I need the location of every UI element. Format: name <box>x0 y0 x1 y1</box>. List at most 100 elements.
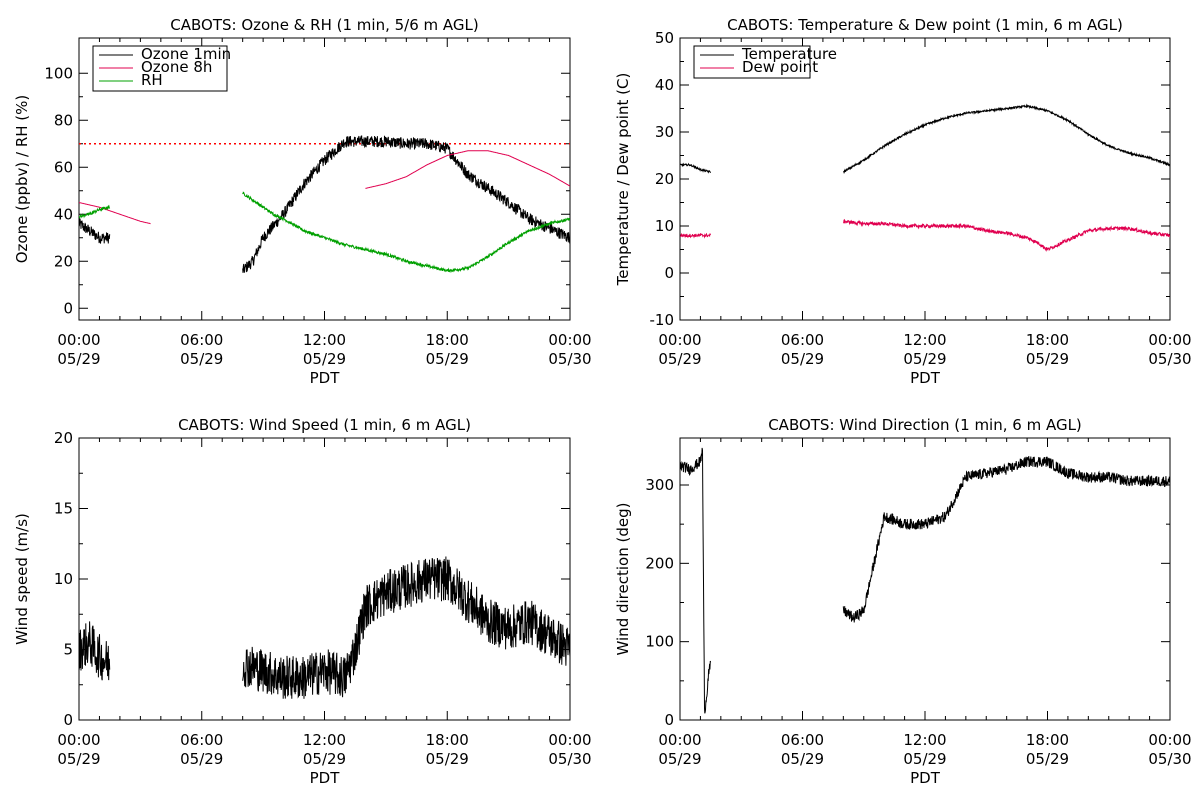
x-tick-label-time: 06:00 <box>180 731 223 749</box>
y-tick-label: 10 <box>54 570 73 588</box>
x-tick-label-date: 05/29 <box>903 750 946 768</box>
chart-panel-wind-speed: CABOTS: Wind Speed (1 min, 6 m AGL) 0 5 10 1… <box>13 416 592 787</box>
y-tick-label: 5 <box>63 641 73 659</box>
series-line-temperature-seg0 <box>680 162 712 174</box>
x-tick-label-date: 05/29 <box>426 350 469 368</box>
x-axis-label: PDT <box>310 369 341 387</box>
x-tick-label-time: 18:00 <box>426 731 469 749</box>
y-tick-label: 50 <box>655 29 674 47</box>
legend-label: Temperature <box>741 45 837 63</box>
x-tick-label-date: 05/29 <box>180 350 223 368</box>
y-tick-label: 300 <box>645 476 674 494</box>
x-tick-label-time: 00:00 <box>57 331 100 349</box>
series-line-ozone-8h-seg1 <box>365 150 570 189</box>
y-tick-label: 40 <box>54 205 73 223</box>
chart-panel-temp-dew: CABOTS: Temperature & Dew point (1 min, … <box>614 16 1192 387</box>
x-tick-label-time: 00:00 <box>658 731 701 749</box>
x-tick-label-time: 06:00 <box>781 731 824 749</box>
chart-title: CABOTS: Temperature & Dew point (1 min, … <box>727 16 1123 34</box>
series-line-ozone-1min-seg1 <box>242 135 570 273</box>
y-tick-label: 100 <box>645 633 674 651</box>
y-axis-label: Temperature / Dew point (C) <box>614 73 632 287</box>
x-tick-label-time: 18:00 <box>1026 331 1069 349</box>
y-tick-label: 40 <box>655 76 674 94</box>
series-line-dew-point-seg1 <box>842 218 1170 252</box>
x-tick-label-time: 00:00 <box>548 331 591 349</box>
y-tick-label: 100 <box>44 64 73 82</box>
series-group <box>79 556 570 699</box>
y-tick-label: 80 <box>54 111 73 129</box>
y-tick-label: 10 <box>655 217 674 235</box>
x-tick-label-date: 05/29 <box>1026 750 1069 768</box>
series-line-ozone-8h-seg0 <box>79 202 151 225</box>
x-tick-label-date: 05/29 <box>781 750 824 768</box>
chart-title: CABOTS: Wind Speed (1 min, 6 m AGL) <box>178 416 471 434</box>
x-tick-label-date: 05/30 <box>1148 350 1191 368</box>
x-tick-label-date: 05/29 <box>180 750 223 768</box>
series-line-data-seg0 <box>680 447 712 714</box>
y-tick-label: 30 <box>655 123 674 141</box>
x-tick-label-time: 06:00 <box>781 331 824 349</box>
x-tick-label-time: 00:00 <box>57 731 100 749</box>
y-tick-label: 0 <box>63 299 73 317</box>
y-tick-label: 15 <box>54 500 73 518</box>
x-tick-label-time: 00:00 <box>1148 731 1191 749</box>
y-tick-label: 200 <box>645 554 674 572</box>
legend-label: Ozone 8h <box>141 58 212 76</box>
series-line-data-seg0 <box>79 621 111 681</box>
x-tick-label-time: 12:00 <box>303 731 346 749</box>
x-tick-label-date: 05/29 <box>426 750 469 768</box>
chart-title: CABOTS: Ozone & RH (1 min, 5/6 m AGL) <box>170 16 478 34</box>
series-line-data-seg1 <box>242 556 570 699</box>
x-tick-label-time: 00:00 <box>1148 331 1191 349</box>
y-tick-label: 0 <box>63 711 73 729</box>
y-tick-label: -10 <box>650 311 675 329</box>
x-tick-label-time: 12:00 <box>903 731 946 749</box>
x-tick-label-date: 05/29 <box>658 750 701 768</box>
x-tick-label-date: 05/29 <box>903 350 946 368</box>
x-tick-label-date: 05/29 <box>303 350 346 368</box>
series-group <box>680 103 1170 252</box>
series-line-rh-seg0 <box>79 204 111 219</box>
x-tick-label-time: 12:00 <box>303 331 346 349</box>
x-tick-label-date: 05/29 <box>57 750 100 768</box>
legend-label: RH <box>141 71 163 89</box>
y-axis-label: Ozone (ppbv) / RH (%) <box>13 95 31 264</box>
x-tick-label-date: 05/29 <box>1026 350 1069 368</box>
y-tick-label: 0 <box>664 711 674 729</box>
x-axis-label: PDT <box>910 369 941 387</box>
series-line-dew-point-seg0 <box>680 232 712 239</box>
x-tick-label-date: 05/30 <box>1148 750 1191 768</box>
x-tick-label-time: 18:00 <box>426 331 469 349</box>
y-tick-label: 0 <box>664 264 674 282</box>
y-tick-label: 60 <box>54 158 73 176</box>
x-tick-label-date: 05/29 <box>781 350 824 368</box>
y-axis-label: Wind speed (m/s) <box>13 513 31 645</box>
x-tick-label-time: 12:00 <box>903 331 946 349</box>
x-tick-label-time: 06:00 <box>180 331 223 349</box>
x-tick-label-date: 05/29 <box>57 350 100 368</box>
y-tick-label: 20 <box>655 170 674 188</box>
x-tick-label-time: 00:00 <box>658 331 701 349</box>
series-line-ozone-1min-seg0 <box>79 218 111 244</box>
series-group <box>680 447 1170 714</box>
x-tick-label-time: 18:00 <box>1026 731 1069 749</box>
legend-label: Ozone 1min <box>141 45 231 63</box>
series-group <box>79 135 570 274</box>
legend-label: Dew point <box>742 58 818 76</box>
x-tick-label-date: 05/30 <box>548 350 591 368</box>
x-tick-label-time: 00:00 <box>548 731 591 749</box>
legend-box <box>693 45 811 79</box>
chart-panel-wind-direction: CABOTS: Wind Direction (1 min, 6 m AGL) 0… <box>614 416 1192 787</box>
x-tick-label-date: 05/30 <box>548 750 591 768</box>
x-tick-label-date: 05/29 <box>658 350 701 368</box>
y-tick-label: 20 <box>54 252 73 270</box>
x-axis-label: PDT <box>910 769 941 787</box>
series-line-data-seg1 <box>842 456 1170 623</box>
y-tick-label: 20 <box>54 429 73 447</box>
chart-title: CABOTS: Wind Direction (1 min, 6 m AGL) <box>768 416 1082 434</box>
x-tick-label-date: 05/29 <box>303 750 346 768</box>
plot-frame <box>679 37 1171 321</box>
plot-frame <box>78 437 571 721</box>
